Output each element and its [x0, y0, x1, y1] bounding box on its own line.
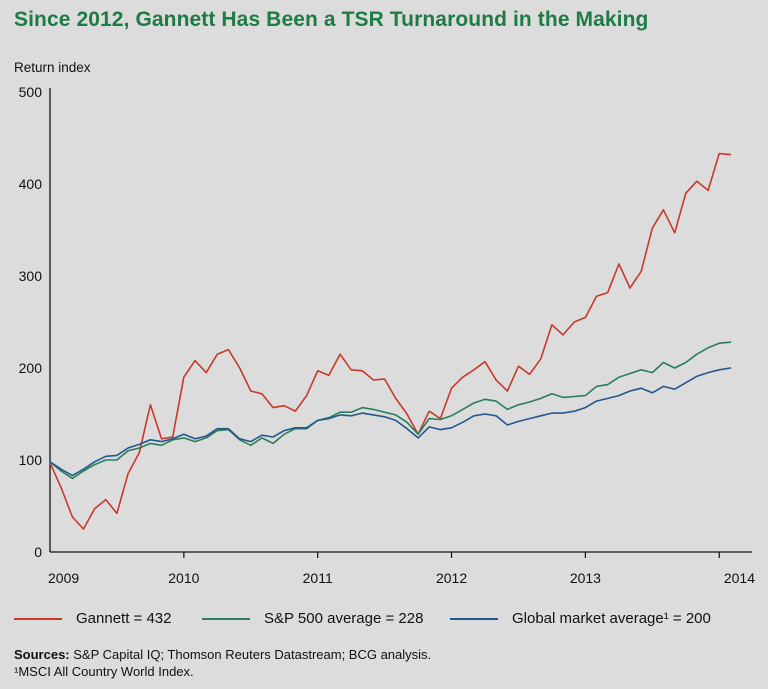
- legend-item-sp500: S&P 500 average = 228: [202, 610, 423, 627]
- sources-text: S&P Capital IQ; Thomson Reuters Datastre…: [73, 647, 432, 662]
- line-chart: 0 100 200 300 400 500 2009 2010 2011 2012 2013 2014: [19, 84, 756, 586]
- y-tick-label-300: 300: [19, 268, 43, 284]
- x-tick-label-2014: 2014: [724, 570, 755, 586]
- footnote: ¹MSCI All Country World Index.: [14, 664, 194, 679]
- y-tick-label-0: 0: [34, 544, 42, 560]
- legend-swatch-gannett: [14, 617, 62, 620]
- legend-swatch-sp500: [202, 617, 250, 620]
- series-lines: [49, 152, 732, 530]
- series-line-gannett: [49, 152, 732, 530]
- series-line-sp500: [49, 341, 732, 480]
- y-tick-label-500: 500: [19, 84, 43, 100]
- x-tick-label-2013: 2013: [570, 570, 601, 586]
- x-tick-label-2010: 2010: [168, 570, 199, 586]
- y-tick-label-200: 200: [19, 360, 43, 376]
- y-tick-label-400: 400: [19, 176, 43, 192]
- axes: [49, 88, 752, 558]
- x-tick-label-2011: 2011: [303, 570, 333, 586]
- sources-note: Sources: S&P Capital IQ; Thomson Reuters…: [14, 646, 431, 680]
- legend-swatch-global: [450, 617, 498, 620]
- tick-labels: 0 100 200 300 400 500 2009 2010 2011 2012 2013 2014: [19, 84, 756, 586]
- x-tick-label-2012: 2012: [436, 570, 467, 586]
- legend-item-gannett: Gannett = 432: [14, 610, 172, 627]
- series-line-global-market: [49, 367, 732, 477]
- y-axis-label: Return index: [14, 60, 91, 75]
- legend-item-global: Global market average¹ = 200: [450, 610, 711, 627]
- sources-line: Sources: S&P Capital IQ; Thomson Reuters…: [14, 646, 431, 663]
- sources-label: Sources:: [14, 647, 70, 662]
- x-tick-label-2009: 2009: [48, 570, 79, 586]
- chart-title: Since 2012, Gannett Has Been a TSR Turna…: [14, 8, 649, 31]
- y-tick-label-100: 100: [19, 452, 43, 468]
- legend-label-gannett: Gannett = 432: [76, 610, 172, 627]
- legend-label-sp500: S&P 500 average = 228: [264, 610, 424, 627]
- legend-label-global: Global market average¹ = 200: [512, 610, 711, 627]
